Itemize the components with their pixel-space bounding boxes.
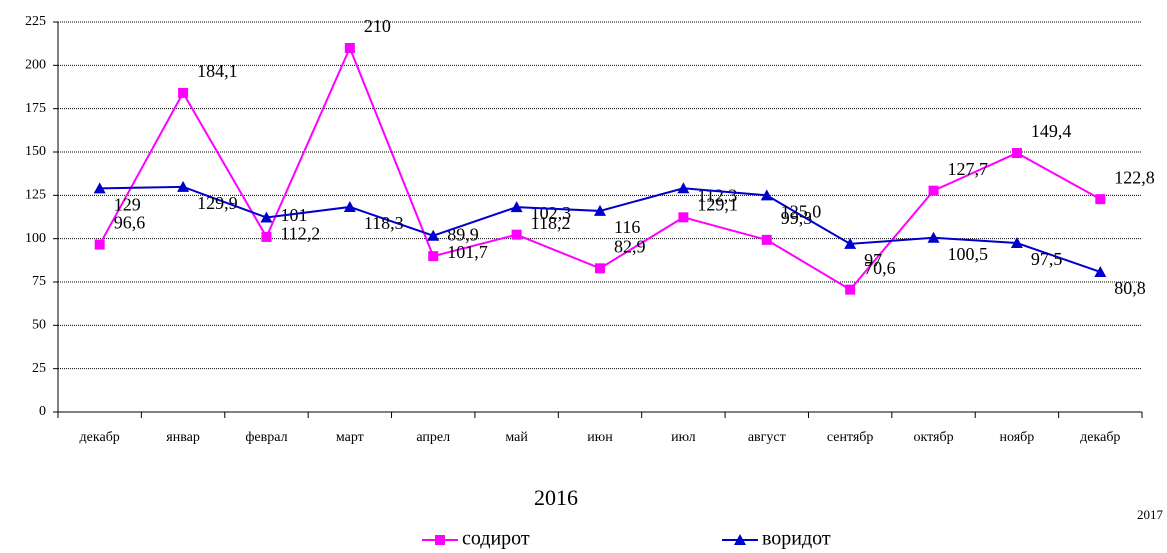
x-tick-label: март — [336, 430, 364, 445]
data-point — [760, 189, 773, 201]
data-label: 89,9 — [447, 224, 479, 244]
data-label: 101,7 — [447, 242, 488, 262]
y-tick-label: 150 — [25, 144, 46, 159]
y-tick-label: 175 — [25, 101, 46, 116]
data-label: 127,7 — [948, 159, 989, 179]
x-tick-label: апрел — [416, 430, 450, 445]
data-point — [344, 43, 355, 53]
data-label: 101 — [280, 205, 307, 225]
x-tick-label: май — [505, 430, 528, 445]
data-label: 118,2 — [531, 213, 571, 233]
data-label: 122,8 — [1114, 167, 1155, 187]
legend-label: содирот — [462, 528, 530, 550]
data-point — [927, 231, 940, 243]
data-point — [260, 211, 273, 223]
data-point — [844, 237, 857, 249]
data-point — [928, 185, 939, 196]
data-label: 70,6 — [864, 258, 896, 278]
data-point — [343, 200, 356, 212]
data-label: 112,2 — [280, 224, 320, 244]
data-label: 210 — [364, 16, 391, 36]
data-point — [1011, 148, 1022, 159]
y-tick-label: 25 — [32, 361, 46, 376]
x-tick-label: декабр — [1080, 430, 1120, 445]
data-point — [677, 182, 690, 194]
data-point — [177, 180, 190, 192]
x-tick-label: ноябр — [1000, 430, 1035, 445]
x-tick-label: июн — [587, 430, 613, 445]
legend-marker — [435, 535, 445, 545]
data-point — [1010, 237, 1023, 248]
data-label: 97 — [864, 250, 882, 270]
data-point — [595, 263, 605, 274]
data-point — [428, 251, 439, 262]
y-tick-label: 50 — [32, 318, 46, 333]
data-point — [761, 234, 772, 245]
x-tick-label: сентябр — [827, 430, 874, 445]
data-point — [1095, 194, 1106, 205]
data-label: 99,3 — [781, 208, 813, 228]
data-point — [427, 229, 440, 241]
annotation: 2016 — [534, 485, 578, 510]
y-tick-label: 225 — [25, 14, 46, 29]
data-point — [510, 201, 523, 213]
data-point — [845, 284, 856, 295]
data-point — [1094, 265, 1107, 277]
y-tick-label: 0 — [39, 404, 46, 419]
data-label: 96,6 — [114, 213, 146, 233]
legend-marker — [734, 534, 746, 545]
x-tick-label: октябр — [913, 430, 953, 445]
y-tick-label: 125 — [25, 188, 46, 203]
data-label: 118,3 — [364, 213, 404, 233]
data-label: 129,1 — [697, 194, 738, 214]
x-tick-label: декабр — [80, 430, 120, 445]
data-label: 100,5 — [948, 244, 989, 264]
x-tick-label: июл — [671, 430, 696, 445]
x-tick-label: август — [748, 430, 786, 445]
x-tick-label: феврал — [245, 430, 287, 445]
data-label: 125,0 — [781, 201, 822, 221]
data-label: 129 — [114, 195, 141, 215]
y-tick-label: 200 — [25, 58, 46, 73]
y-tick-label: 75 — [32, 274, 46, 289]
data-point — [594, 204, 606, 216]
legend-label: воридот — [762, 528, 831, 550]
data-point — [261, 231, 272, 242]
data-point — [94, 239, 105, 250]
annotation: 2017 — [1137, 507, 1164, 522]
x-tick-label: январ — [166, 430, 200, 445]
data-point — [93, 182, 106, 194]
data-point — [511, 229, 522, 240]
data-label: 80,8 — [1114, 278, 1146, 298]
data-point — [178, 87, 189, 98]
data-label: 97,5 — [1031, 249, 1063, 269]
y-tick-label: 100 — [25, 231, 46, 246]
data-label: 149,4 — [1031, 121, 1072, 141]
data-label: 82,9 — [614, 236, 646, 256]
data-label: 184,1 — [197, 61, 238, 81]
data-point — [678, 212, 689, 223]
data-label: 129,9 — [197, 193, 238, 213]
data-label: 116 — [614, 217, 640, 237]
